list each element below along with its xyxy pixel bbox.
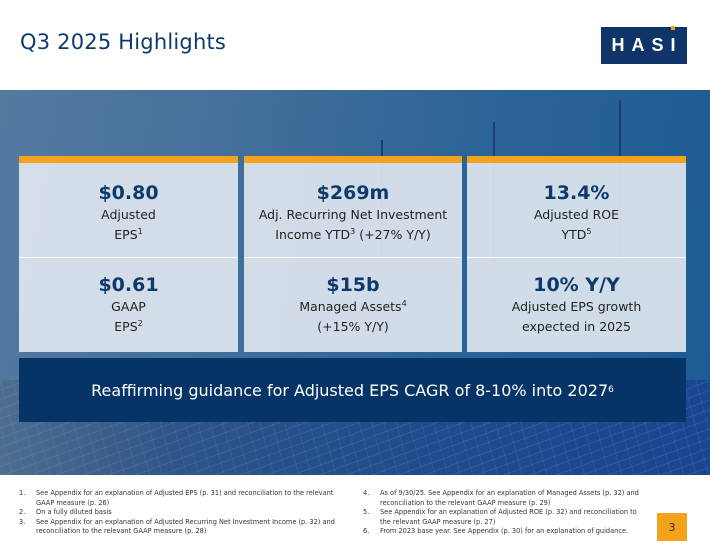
card-divider bbox=[467, 257, 686, 258]
footnote-ref: 5 bbox=[586, 226, 592, 236]
footnote-item: 3. See Appendix for an explanation of Adj… bbox=[19, 517, 335, 536]
metric-value: 13.4% bbox=[543, 182, 610, 204]
metric-label: EPS2 bbox=[114, 318, 143, 334]
logo-accent-dot bbox=[671, 26, 675, 30]
metric-label: Adj. Recurring Net Investment bbox=[258, 207, 448, 222]
footnote-ref: 1 bbox=[137, 226, 143, 236]
metric-adjusted-eps: $0.80 Adjusted EPS1 bbox=[19, 181, 238, 245]
metric-recurring-income: $269m Adj. Recurring Net Investment Inco… bbox=[244, 181, 462, 245]
metric-adjusted-roe: 13.4% Adjusted ROE YTD5 bbox=[467, 181, 686, 245]
hasi-logo: HASI bbox=[601, 27, 687, 64]
footnotes-right: 4. As of 9/30/25. See Appendix for an exp… bbox=[363, 489, 645, 537]
metric-eps-growth: 10% Y/Y Adjusted EPS growth expected in … bbox=[467, 273, 686, 337]
footnote-item: 4. As of 9/30/25. See Appendix for an exp… bbox=[363, 489, 639, 507]
metric-value: $15b bbox=[326, 274, 380, 296]
card-accent-bar bbox=[244, 156, 462, 163]
footnote-item: 1. See Appendix for an explanation of Adj… bbox=[19, 489, 334, 507]
metric-gaap-eps: $0.61 GAAP EPS2 bbox=[19, 273, 238, 337]
metric-value: $269m bbox=[316, 182, 390, 204]
footnote-ref: 4 bbox=[401, 298, 407, 308]
footnote-item: 5. See Appendix for an explanation of Adj… bbox=[363, 508, 637, 526]
highlight-card-eps: $0.80 Adjusted EPS1 $0.61 GAAP EPS2 bbox=[19, 163, 238, 352]
card-accent-bar bbox=[467, 156, 686, 163]
metric-label: (+15% Y/Y) bbox=[317, 319, 389, 334]
page-number: 3 bbox=[657, 513, 687, 541]
footnotes-left: 1. See Appendix for an explanation of Adj… bbox=[19, 489, 349, 537]
highlight-card-roe: 13.4% Adjusted ROE YTD5 10% Y/Y Adjusted… bbox=[467, 163, 686, 352]
metric-label: Adjusted bbox=[101, 207, 156, 222]
footnote-ref: 2 bbox=[137, 318, 143, 328]
page-title: Q3 2025 Highlights bbox=[20, 30, 227, 54]
card-divider bbox=[244, 257, 462, 258]
metric-label: YTD5 bbox=[561, 226, 592, 242]
metric-value: $0.61 bbox=[98, 274, 159, 296]
metric-value: $0.80 bbox=[98, 182, 159, 204]
footnote-ref: 3 bbox=[350, 226, 356, 236]
guidance-banner: Reaffirming guidance for Adjusted EPS CA… bbox=[19, 358, 686, 422]
banner-text: Reaffirming guidance for Adjusted EPS CA… bbox=[91, 380, 609, 400]
metric-label: Managed Assets4 bbox=[299, 298, 407, 314]
metric-managed-assets: $15b Managed Assets4 (+15% Y/Y) bbox=[244, 273, 462, 337]
metric-label: EPS1 bbox=[114, 226, 143, 242]
card-divider bbox=[19, 257, 238, 258]
footnote-item: 2. On a fully diluted basis bbox=[19, 508, 112, 516]
card-accent-bar bbox=[19, 156, 238, 163]
metric-label: GAAP bbox=[111, 299, 146, 314]
metric-label: Adjusted ROE bbox=[533, 207, 620, 222]
footnote-item: 6. From 2023 base year. See Appendix (p. … bbox=[363, 527, 629, 535]
metric-label: Income YTD3 (+27% Y/Y) bbox=[275, 226, 431, 242]
metric-label: Adjusted EPS growth bbox=[511, 299, 642, 314]
metric-label: expected in 2025 bbox=[521, 319, 632, 334]
metric-value: 10% Y/Y bbox=[533, 274, 620, 296]
highlight-card-income: $269m Adj. Recurring Net Investment Inco… bbox=[244, 163, 462, 352]
